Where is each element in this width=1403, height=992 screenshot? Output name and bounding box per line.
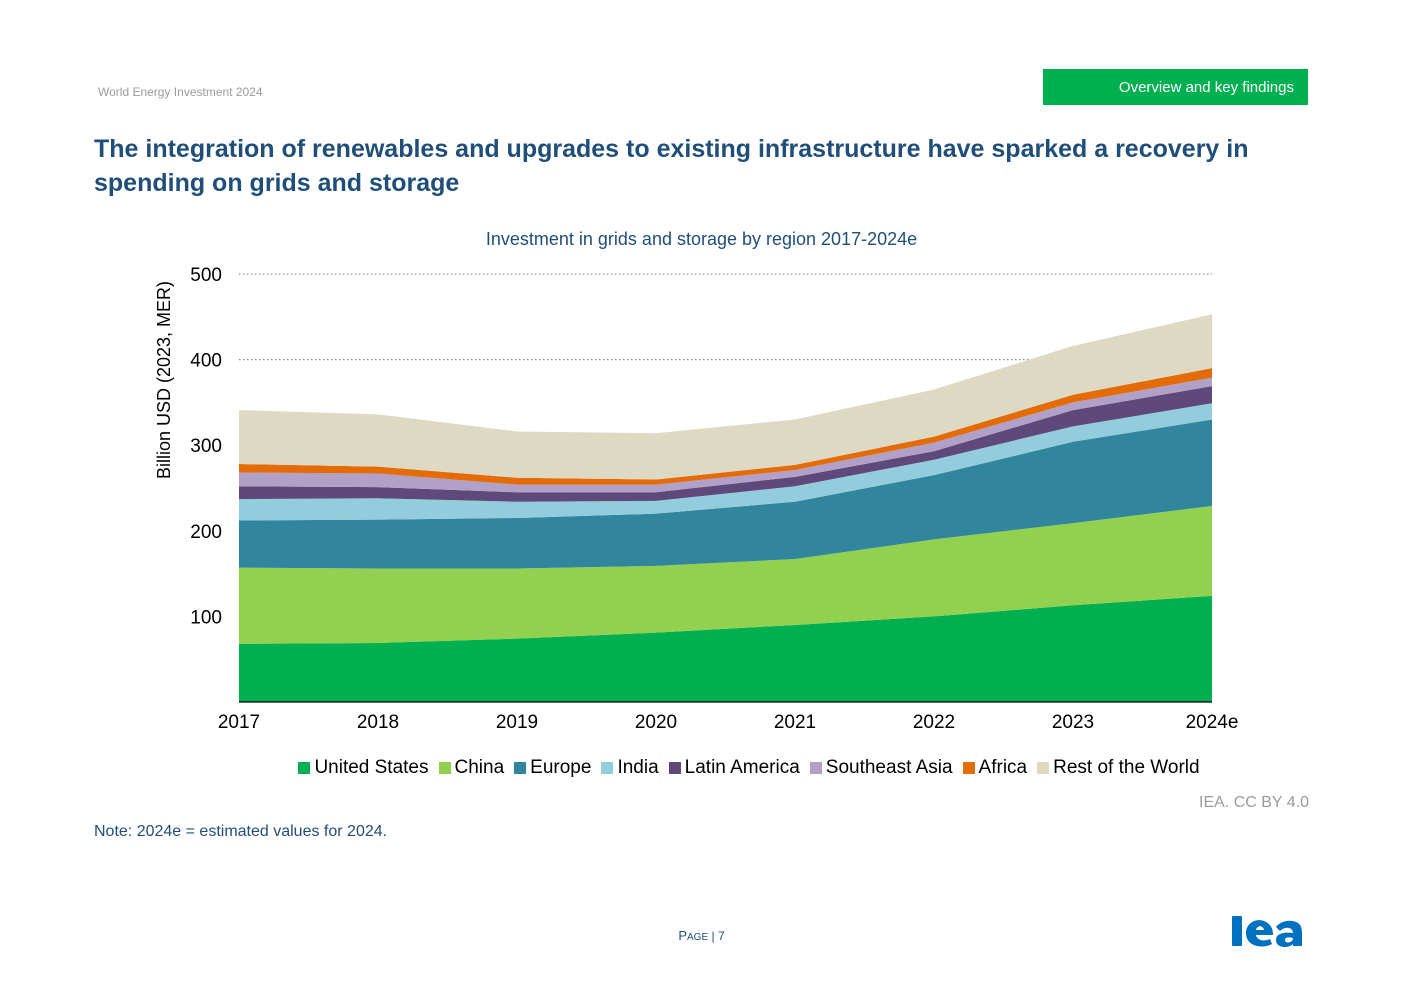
report-title: World Energy Investment 2024 [98,85,263,99]
chart-title: Investment in grids and storage by regio… [485,229,918,249]
source-credit: IEA. CC BY 4.0 [1199,794,1309,811]
page-label: PAGE [678,928,709,943]
legend-label: China [454,757,505,778]
legend-swatch [1037,762,1050,774]
area-africa [239,368,1212,485]
legend-item-latin-america: Latin America [668,757,800,779]
chart-note: Note: 2024e = estimated values for 2024. [94,823,388,840]
area-china [239,505,1212,644]
x-tick-label: 2020 [635,712,677,733]
page-number: PAGE | 7 [0,928,1403,943]
x-tick-label: 2024e [1186,712,1239,733]
y-tick-label: 300 [190,436,222,457]
area-rest-of-the-world [239,314,1212,480]
legend-label: Southeast Asia [825,757,953,778]
y-tick-label: 100 [190,607,222,628]
legend-swatch [809,762,822,774]
legend-item-united-states: United States [298,757,429,779]
legend-swatch [601,762,614,774]
page-label-initial: P [678,928,688,943]
legend-swatch [668,762,681,774]
legend-item-rest-of-the-world: Rest of the World [1037,757,1200,779]
legend-label: United States [314,757,429,778]
area-india [239,403,1212,521]
page-number-value: 7 [717,929,725,943]
page-label-rest: AGE [687,932,709,943]
x-tick-label: 2022 [913,712,955,733]
x-tick-label: 2018 [357,712,399,733]
area-europe [239,419,1212,569]
legend-item-southeast-asia: Southeast Asia [809,757,953,779]
legend-label: Africa [978,757,1028,778]
stacked-area-chart: 100 200 300 400 500 2017 2018 2019 2020 2021 2022 2… [154,265,1239,733]
legend-label: Rest of the World [1053,757,1200,778]
y-axis-label: Billion USD (2023, MER) [154,281,174,479]
legend-label: Latin America [684,757,800,778]
legend-swatch [298,762,311,774]
x-tick-label: 2019 [496,712,538,733]
area-united-states [239,595,1212,702]
iea-logo [1232,916,1302,948]
legend-item-china: China [438,757,505,779]
page-title: The integration of renewables and upgrad… [94,135,1249,197]
legend-label: Europe [530,757,592,778]
section-badge[interactable]: Overview and key findings [1043,69,1308,105]
y-tick-label: 500 [190,265,222,286]
x-tick-label: 2021 [774,712,816,733]
chart-legend: United States China Europe India Latin Ameri… [0,757,1403,779]
legend-swatch [962,762,975,774]
area-southeast-asia [239,377,1212,493]
x-tick-label: 2023 [1052,712,1094,733]
page-separator: | [711,929,715,943]
area-latin-america [239,386,1212,502]
legend-swatch [514,762,527,774]
y-tick-label: 200 [190,522,222,543]
legend-item-europe: Europe [514,757,591,779]
y-tick-label: 400 [190,351,222,372]
x-tick-label: 2017 [218,712,260,733]
legend-item-india: India [601,757,659,779]
legend-label: India [617,757,659,778]
legend-item-africa: Africa [962,757,1028,779]
legend-swatch [438,762,451,774]
